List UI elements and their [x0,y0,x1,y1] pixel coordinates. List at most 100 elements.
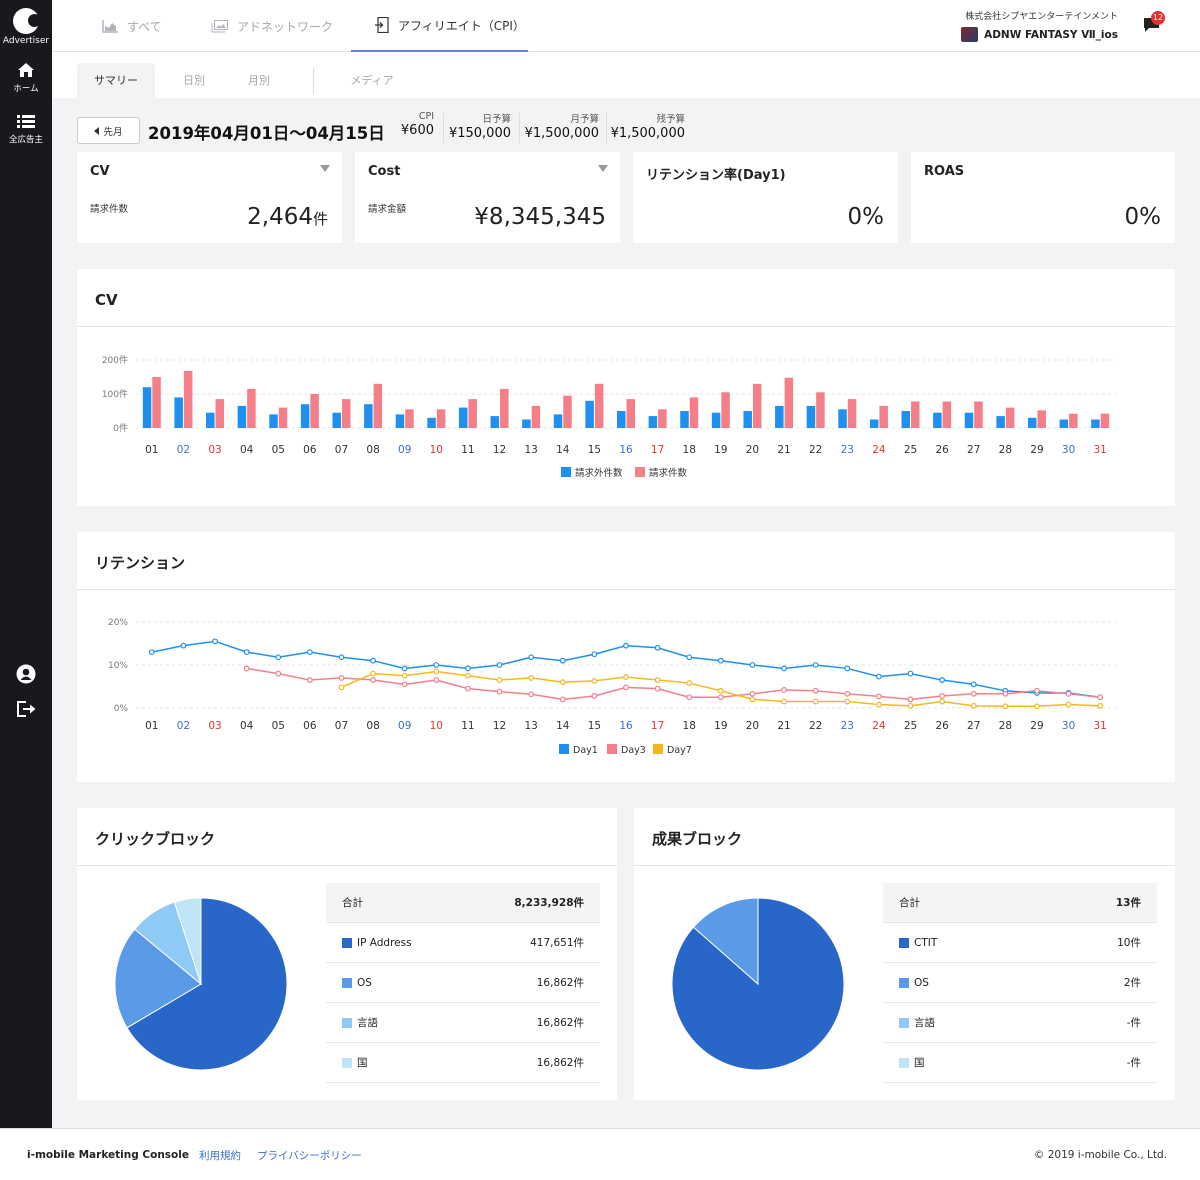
dropdown-caret-icon[interactable] [320,165,330,172]
terms-link[interactable]: 利用規約 [199,1150,241,1162]
bar-request [658,409,667,428]
data-point [876,693,882,700]
bar-request [531,405,541,428]
user-icon[interactable] [16,664,36,684]
row-label: CTIT [899,937,1117,949]
tab-affiliate-cpi[interactable]: アフィリエイト（CPI） [351,0,528,52]
bar-request-outside [237,405,247,428]
section-title: CV [95,291,118,309]
result-block-card: 成果ブロック 合計 13件 CTIT 10件 OS 2件 言語 -件 国 -件 [634,808,1175,1100]
logout-icon[interactable] [16,700,36,718]
table-row: OS 16,862件 [326,963,600,1003]
x-tick-label: 19 [714,444,727,456]
x-tick-label: 12 [493,720,506,732]
data-point [812,662,819,668]
x-tick-label: 10 [430,444,443,456]
logo-label: Advertiser [2,36,50,46]
x-tick-label: 28 [999,720,1012,732]
data-point [812,687,819,694]
data-point [591,678,598,684]
table-row: CTIT 10件 [883,923,1157,963]
bar-request [563,395,572,428]
data-point [970,702,977,709]
sidebar-item-advertisers[interactable]: 全広告主 [0,114,52,145]
app-name: ADNW FANTASY Ⅶ_ios [984,28,1118,41]
bar-request-outside [838,409,847,428]
data-point [970,690,977,697]
tab-all[interactable]: すべて [102,0,162,52]
row-value: 16,862件 [536,977,584,989]
subtab-monthly[interactable]: 月別 [248,74,270,87]
legend-swatch [899,1057,909,1068]
kpi-value: 2,464件 [247,204,328,230]
x-tick-label: 17 [651,720,664,732]
budget-value: ¥1,500,000 [524,126,599,141]
section-title: クリックブロック [95,830,216,848]
bar-request [1037,410,1046,428]
data-point [749,696,756,703]
prev-month-button[interactable]: 先月 [77,117,140,144]
data-point [559,696,566,703]
bar-request-outside [206,412,215,428]
divider [443,113,444,143]
sidebar-item-home[interactable]: ホーム [0,62,52,94]
click-block-pie-chart [114,897,288,1071]
subtab-summary[interactable]: サマリー [77,63,155,98]
bar-request-outside [964,412,974,428]
data-point [306,649,313,655]
data-point [1002,690,1009,697]
data-point [306,677,313,683]
subtab-media[interactable]: メディア [350,74,394,87]
x-tick-label: 14 [556,444,570,456]
data-point [844,665,851,672]
legend-label: 請求外件数 [575,467,623,479]
x-tick-label: 27 [967,720,980,732]
logo[interactable]: Advertiser [0,8,52,46]
bar-request-outside [364,404,373,428]
result-block-table: 合計 13件 CTIT 10件 OS 2件 言語 -件 国 -件 [883,883,1157,1083]
privacy-policy-link[interactable]: プライバシーポリシー [257,1150,362,1162]
bar-request [594,383,604,428]
total-label: 合計 [899,897,920,909]
x-tick-label: 04 [240,720,254,732]
total-label: 合計 [342,897,363,909]
kpi-number: 0% [847,204,885,230]
data-point [844,690,851,697]
sidebar-item-label: ホーム [13,84,39,94]
divider [519,113,520,143]
x-tick-label: 30 [1062,720,1075,732]
app-thumbnail [961,27,979,42]
bar-request [436,409,446,428]
data-point [433,677,440,683]
x-tick-label: 26 [935,720,949,732]
dropdown-caret-icon[interactable] [598,165,608,172]
row-value: 10件 [1117,937,1141,949]
x-tick-label: 18 [683,444,696,456]
x-tick-label: 22 [809,720,822,732]
data-point [591,693,598,699]
legend-label: 請求件数 [649,467,688,479]
subtab-daily[interactable]: 日別 [183,74,205,87]
kpi-title: ROAS [924,164,965,179]
x-tick-label: 29 [1030,444,1043,456]
bar-request-outside [648,416,658,428]
data-point [338,684,345,691]
section-title: 成果ブロック [652,830,743,848]
x-tick-label: 04 [240,444,254,456]
bar-request [310,394,319,428]
app-selector[interactable]: ADNW FANTASY Ⅶ_ios [961,27,1118,42]
budget-monthly: 月予算 ¥1,500,000 [524,111,599,141]
prev-month-label: 先月 [103,126,123,138]
data-point [370,670,376,677]
data-point [1034,687,1040,694]
x-tick-label: 24 [872,444,886,456]
tab-adnetwork[interactable]: アドネットワーク [211,0,333,52]
divider [634,865,1175,866]
legend-swatch [342,977,352,988]
kpi-number: 0% [1124,204,1162,230]
y-tick-label: 200件 [102,354,128,366]
table-row: 国 16,862件 [326,1043,600,1083]
copyright: © 2019 i-mobile Co., Ltd. [1033,1149,1167,1161]
data-point [876,673,882,680]
sidebar-item-label: 全広告主 [8,135,43,145]
